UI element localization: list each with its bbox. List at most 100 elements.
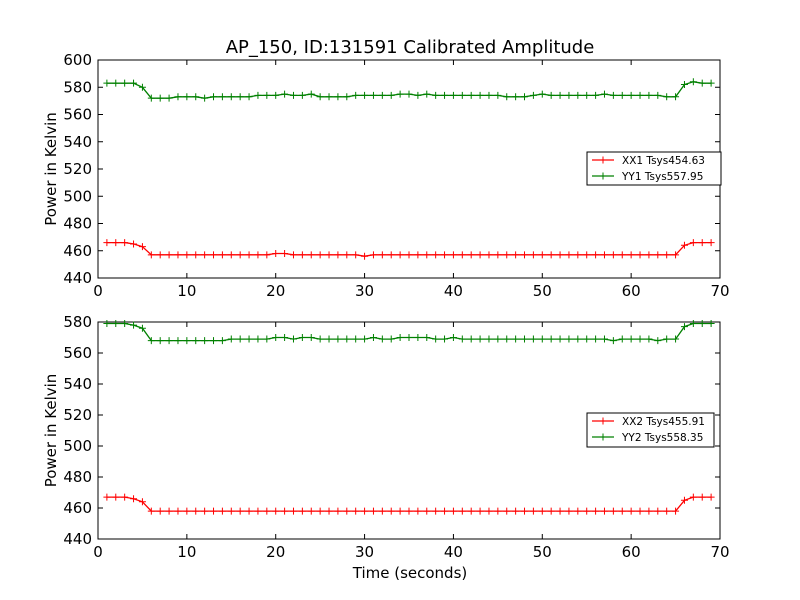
legend-label: XX2 Tsys455.91 [622, 416, 705, 428]
data-point [600, 335, 608, 343]
data-point [121, 239, 129, 247]
data-point [112, 79, 120, 87]
data-point [538, 90, 546, 98]
data-point [378, 335, 386, 343]
data-point [325, 335, 333, 343]
data-point [609, 91, 617, 99]
data-point [307, 251, 315, 259]
data-point [476, 251, 484, 259]
data-point [369, 251, 377, 259]
data-point [361, 252, 369, 260]
data-point [369, 507, 377, 515]
data-point [325, 251, 333, 259]
data-point [485, 251, 493, 259]
data-point [600, 507, 608, 515]
data-point [556, 335, 564, 343]
data-point [289, 507, 297, 515]
series-1 [103, 493, 715, 515]
data-point [396, 507, 404, 515]
y-tick-label: 480 [63, 468, 92, 486]
data-point [156, 94, 164, 102]
data-point [378, 507, 386, 515]
data-point [227, 507, 235, 515]
data-point [298, 507, 306, 515]
data-point [112, 320, 120, 328]
data-point [316, 251, 324, 259]
data-point [334, 335, 342, 343]
data-point [627, 507, 635, 515]
data-point [689, 239, 697, 247]
data-point [423, 90, 431, 98]
data-point [441, 251, 449, 259]
data-point [698, 493, 706, 501]
data-point [183, 337, 191, 345]
data-point [165, 94, 173, 102]
data-point [245, 335, 253, 343]
data-point [121, 493, 129, 501]
data-point [369, 91, 377, 99]
data-point [432, 251, 440, 259]
data-point [627, 335, 635, 343]
data-point [485, 507, 493, 515]
data-point [538, 335, 546, 343]
x-tick-label: 0 [93, 543, 103, 561]
data-point [210, 251, 218, 259]
data-point [343, 93, 351, 101]
y-tick-label: 540 [63, 375, 92, 393]
data-point [707, 493, 715, 501]
data-point [201, 251, 209, 259]
data-point [547, 507, 555, 515]
data-point [485, 335, 493, 343]
data-point [467, 251, 475, 259]
data-point [654, 507, 662, 515]
data-point [405, 334, 413, 341]
data-point [245, 251, 253, 259]
data-point [387, 507, 395, 515]
data-point [254, 335, 262, 343]
x-tick-label: 50 [533, 543, 552, 561]
data-point [592, 251, 600, 259]
data-point [680, 241, 688, 249]
x-tick-label: 10 [177, 282, 196, 300]
y-tick-label: 500 [63, 437, 92, 455]
data-point [565, 335, 573, 343]
data-point [663, 507, 671, 515]
data-point [707, 320, 715, 328]
data-point [405, 251, 413, 259]
data-point [574, 251, 582, 259]
y-tick-label: 440 [63, 530, 92, 548]
data-point [654, 91, 662, 99]
data-point [476, 507, 484, 515]
data-point [423, 334, 431, 341]
data-point [600, 251, 608, 259]
data-point [236, 93, 244, 101]
data-point [236, 507, 244, 515]
data-point [547, 251, 555, 259]
data-point [627, 251, 635, 259]
data-point [672, 251, 680, 259]
data-point [263, 251, 271, 259]
data-point [307, 334, 315, 341]
data-point [414, 334, 422, 341]
data-point [254, 507, 262, 515]
data-point [103, 79, 111, 87]
y-axis-label: Power in Kelvin [42, 374, 60, 488]
data-point [645, 251, 653, 259]
data-point [423, 507, 431, 515]
data-point [316, 507, 324, 515]
data-point [512, 251, 520, 259]
data-point [689, 320, 697, 328]
data-point [521, 93, 529, 101]
data-point [600, 90, 608, 98]
data-point [503, 93, 511, 101]
data-point [201, 94, 209, 102]
data-point [201, 507, 209, 515]
data-point [165, 337, 173, 345]
data-point [547, 91, 555, 99]
data-point [130, 79, 138, 87]
data-point [396, 90, 404, 98]
data-point [432, 335, 440, 343]
data-point [583, 507, 591, 515]
data-point [156, 507, 164, 515]
data-point [227, 251, 235, 259]
